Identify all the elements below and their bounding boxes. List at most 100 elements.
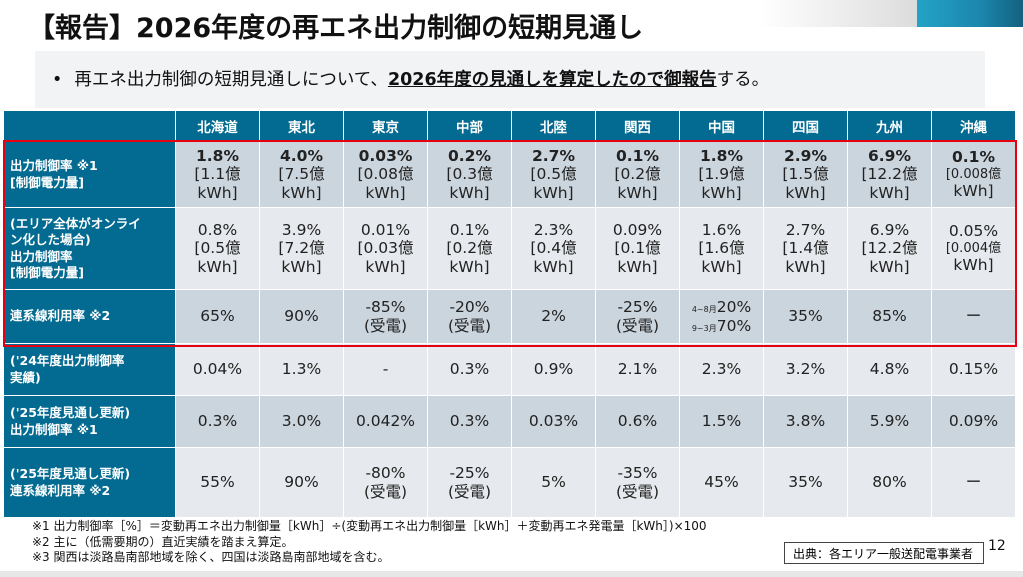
table-cell: 3.8% — [763, 395, 848, 448]
cell-unit: kWh] — [281, 183, 322, 202]
table-cell: 3.9% [7.2億 kWh] — [259, 207, 344, 290]
summary-emphasis: 2026年度の見通しを算定したので御報告 — [387, 70, 717, 90]
footnote-1: ※1 出力制御率［%］＝変動再エネ出力制御量［kWh］÷(変動再エネ出力制御量［… — [32, 519, 707, 533]
table-cell: 0.042% — [343, 395, 428, 448]
cell-sub-value: (受電) — [363, 482, 408, 501]
row-header: (エリア全体がオンライ ン化した場合) 出力制御率 [制御電力量] — [3, 207, 176, 290]
column-header: 関西 — [595, 110, 680, 142]
footnote-3: ※3 関西は淡路島南部地域を除く、四国は淡路島南部地域を含む。 — [32, 550, 390, 564]
period-value-line: 9~3月70% — [681, 316, 763, 336]
period-value-line: 4~8月20% — [681, 298, 763, 317]
table-cell: 1.5% — [679, 395, 764, 448]
cell-unit: kWh] — [449, 257, 490, 276]
cell-value: -35% — [617, 463, 658, 482]
cell-value: 3.9% — [281, 220, 322, 239]
summary-suffix: する。 — [716, 70, 770, 90]
table-cell: 1.8% [1.1億 kWh] — [175, 141, 260, 208]
cell-unit: kWh] — [281, 257, 322, 276]
table-cell: 4.0% [7.5億 kWh] — [259, 141, 344, 208]
bottom-strip — [0, 571, 1023, 577]
cell-sub-value: [0.08億 — [357, 165, 414, 184]
cell-value: 6.9% — [869, 220, 910, 239]
table-cell: 6.9% [12.2億 kWh] — [847, 141, 932, 208]
cell-value: 3.8% — [785, 412, 826, 431]
cell-value: -25% — [617, 297, 658, 316]
table-cell: 0.1% [0.2億 kWh] — [595, 141, 680, 208]
column-header: 中国 — [679, 110, 764, 142]
page-title: 【報告】2026年度の再エネ出力制御の短期見通し — [28, 13, 644, 44]
cell-sub-value: (受電) — [615, 482, 660, 501]
table-cell: 0.1% [0.008億 kWh] — [931, 141, 1016, 208]
cell-unit: kWh] — [785, 183, 826, 202]
cell-sub-value: [0.2億 — [446, 239, 493, 258]
cell-value: 3.2% — [785, 360, 826, 379]
footnotes: ※1 出力制御率［%］＝変動再エネ出力制御量［kWh］÷(変動再エネ出力制御量［… — [32, 519, 707, 566]
cell-value: 0.05% — [948, 222, 999, 241]
cell-value: 1.6% — [701, 220, 742, 239]
cell-value: 1.8% — [700, 146, 743, 165]
table-row: 出力制御率 ※1 [制御電力量] 1.8% [1.1億 kWh] 4.0% [7.5億 kWh… — [3, 141, 1016, 208]
cell-sub-value: [0.004億 — [945, 240, 1002, 256]
table-cell: 4.8% — [847, 343, 932, 396]
table-cell: 1.8% [1.9億 kWh] — [679, 141, 764, 208]
cell-sub-value: (受電) — [447, 482, 492, 501]
table-cell: 0.1% [0.2億 kWh] — [427, 207, 512, 290]
cell-unit: kWh] — [197, 257, 238, 276]
cell-value: 0.9% — [533, 360, 574, 379]
table-cell: 45% — [679, 447, 764, 518]
table-cell: 55% — [175, 447, 260, 518]
table-cell: 2.1% — [595, 343, 680, 396]
table-corner — [3, 110, 176, 142]
table-cell: 0.3% — [427, 343, 512, 396]
cell-sub-value: [1.9億 — [698, 165, 745, 184]
row-header-line: 連系線利用率 ※2 — [10, 482, 111, 498]
cell-value: 2.3% — [701, 360, 742, 379]
cell-sub-value: [1.6億 — [698, 239, 745, 258]
cell-value: 2% — [541, 307, 566, 326]
cell-value: 0.2% — [448, 146, 491, 165]
cell-value: 90% — [284, 473, 319, 492]
cell-unit: kWh] — [869, 257, 910, 276]
table-cell: 1.6% [1.6億 kWh] — [679, 207, 764, 290]
header-decoration-grey — [760, 0, 917, 27]
row-header-line: [制御電力量] — [10, 174, 84, 190]
column-header: 四国 — [763, 110, 848, 142]
cell-sub-value: (受電) — [447, 316, 492, 335]
table-cell: 35% — [763, 289, 848, 344]
footnote-2: ※2 主に（低需要期の）直近実績を踏まえ算定。 — [32, 534, 294, 549]
cell-sub-value: [1.4億 — [782, 239, 829, 258]
table-cell: 0.15% — [931, 343, 1016, 396]
cell-value: 0.1% — [616, 146, 659, 165]
row-header-line: ('24年度出力制御率 — [10, 353, 125, 369]
row-header-line: 連系線利用率 ※2 — [10, 308, 111, 324]
cell-value: ー — [965, 307, 982, 326]
cell-sub-value: [7.2億 — [278, 239, 325, 258]
cell-sub-value: [0.5億 — [530, 165, 577, 184]
cell-value: -80% — [365, 463, 406, 482]
table-cell: 6.9% [12.2億 kWh] — [847, 207, 932, 290]
cell-value: 80% — [872, 473, 907, 492]
cell-value: 65% — [200, 307, 235, 326]
cell-unit: kWh] — [785, 257, 826, 276]
cell-value: 0.042% — [355, 412, 416, 431]
table-cell: 0.2% [0.3億 kWh] — [427, 141, 512, 208]
cell-value: ー — [965, 473, 982, 492]
table-cell: ー — [931, 289, 1016, 344]
cell-unit: kWh] — [533, 257, 574, 276]
period-label: 9~3月 — [691, 323, 717, 333]
cell-value: -85% — [365, 297, 406, 316]
page-number: 12 — [988, 538, 1006, 554]
cell-value: 4.8% — [869, 360, 910, 379]
table-cell: -85% (受電) — [343, 289, 428, 344]
cell-sub-value: [12.2億 — [861, 165, 918, 184]
summary-box — [35, 51, 985, 108]
cell-value: 2.3% — [533, 220, 574, 239]
cell-value: 35% — [788, 473, 823, 492]
table-cell: 2.7% [1.4億 kWh] — [763, 207, 848, 290]
cell-value: - — [382, 360, 389, 379]
cell-value: 2.1% — [617, 360, 658, 379]
period-value: 70% — [716, 316, 752, 335]
row-header-line: 出力制御率 ※1 — [10, 158, 98, 174]
row-header-line: 出力制御率 — [10, 248, 73, 264]
row-header-line: (エリア全体がオンライ — [10, 216, 141, 231]
